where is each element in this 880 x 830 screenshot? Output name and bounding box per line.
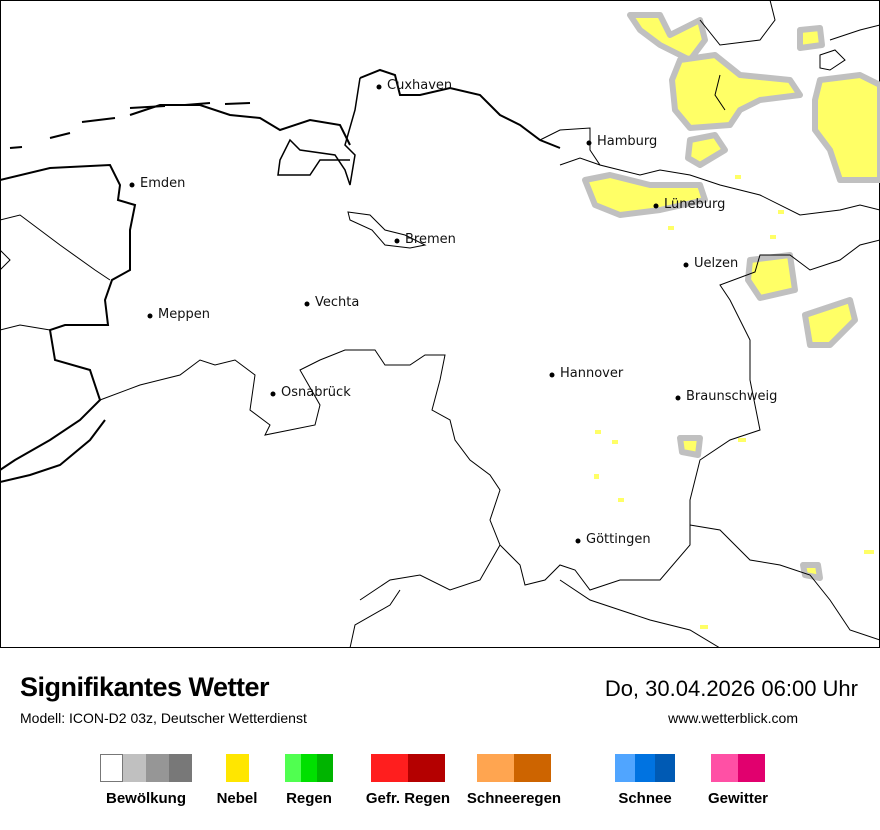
legend-label: Gefr. Regen xyxy=(365,790,451,807)
city-dot xyxy=(675,395,681,401)
legend-swatches xyxy=(348,754,468,782)
city-label: Hannover xyxy=(560,366,624,381)
legend-item: Bewölkung xyxy=(86,754,206,807)
legend-item: Nebel xyxy=(177,754,297,807)
city-label: Vechta xyxy=(315,295,359,310)
city-markers: Cuxhaven Hamburg Emden Lüneburg Bremen Uelzen… xyxy=(129,78,777,547)
legend-item: Schnee xyxy=(585,754,705,807)
city-dot xyxy=(549,372,555,378)
legend-swatch xyxy=(514,754,551,782)
legend: Bewölkung Nebel Regen Gefr. Regen Schneerege… xyxy=(0,754,880,814)
borders-coastlines xyxy=(0,0,880,648)
city-label: Meppen xyxy=(158,307,210,322)
legend-swatch xyxy=(146,754,169,782)
city-label: Lüneburg xyxy=(664,197,725,212)
weather-map[interactable]: Cuxhaven Hamburg Emden Lüneburg Bremen Uelzen… xyxy=(0,0,880,648)
legend-swatch xyxy=(477,754,514,782)
legend-swatches xyxy=(678,754,798,782)
legend-swatches xyxy=(585,754,705,782)
legend-swatches xyxy=(249,754,369,782)
legend-swatches xyxy=(454,754,574,782)
legend-swatch xyxy=(615,754,635,782)
legend-label: Bewölkung xyxy=(105,790,186,807)
city-label: Uelzen xyxy=(694,256,738,271)
city-dot xyxy=(575,538,581,544)
legend-swatch xyxy=(371,754,408,782)
city-label: Braunschweig xyxy=(686,389,777,404)
weather-areas xyxy=(582,12,880,581)
city-dot xyxy=(653,203,659,209)
city-label: Göttingen xyxy=(586,532,651,547)
legend-swatch xyxy=(285,754,301,782)
legend-swatch xyxy=(738,754,765,782)
legend-label: Nebel xyxy=(216,790,258,807)
city-label: Osnabrück xyxy=(281,385,351,400)
legend-label: Schneeregen xyxy=(466,790,562,807)
legend-item: Gefr. Regen xyxy=(348,754,468,807)
legend-swatch xyxy=(301,754,317,782)
legend-swatch xyxy=(711,754,738,782)
city-label: Emden xyxy=(140,176,185,191)
legend-label: Schnee xyxy=(618,790,672,807)
model-source: Modell: ICON-D2 03z, Deutscher Wetterdie… xyxy=(20,710,307,726)
legend-swatches xyxy=(177,754,297,782)
city-label: Hamburg xyxy=(597,134,657,149)
city-dot xyxy=(376,84,382,90)
city-dot xyxy=(129,182,135,188)
city-dot xyxy=(394,238,400,244)
fog-specks xyxy=(594,175,874,629)
legend-label: Gewitter xyxy=(707,790,768,807)
legend-swatch xyxy=(635,754,655,782)
legend-swatch xyxy=(408,754,445,782)
legend-item: Schneeregen xyxy=(454,754,574,807)
legend-swatch xyxy=(655,754,675,782)
legend-swatch xyxy=(123,754,146,782)
forecast-datetime: Do, 30.04.2026 06:00 Uhr xyxy=(604,676,858,701)
legend-item: Gewitter xyxy=(678,754,798,807)
city-dot xyxy=(304,301,310,307)
city-dot xyxy=(147,313,153,319)
legend-swatches xyxy=(86,754,206,782)
city-dot xyxy=(586,140,592,146)
city-dot xyxy=(683,262,689,268)
legend-swatch xyxy=(317,754,333,782)
city-label: Cuxhaven xyxy=(387,78,452,93)
legend-swatch xyxy=(225,754,249,782)
city-label: Bremen xyxy=(405,232,456,247)
legend-swatch xyxy=(169,754,192,782)
legend-label: Regen xyxy=(286,790,332,807)
website-link[interactable]: www.wetterblick.com xyxy=(668,710,798,726)
legend-swatch xyxy=(100,754,123,782)
city-dot xyxy=(270,391,276,397)
map-title: Signifikantes Wetter xyxy=(20,672,270,702)
legend-item: Regen xyxy=(249,754,369,807)
